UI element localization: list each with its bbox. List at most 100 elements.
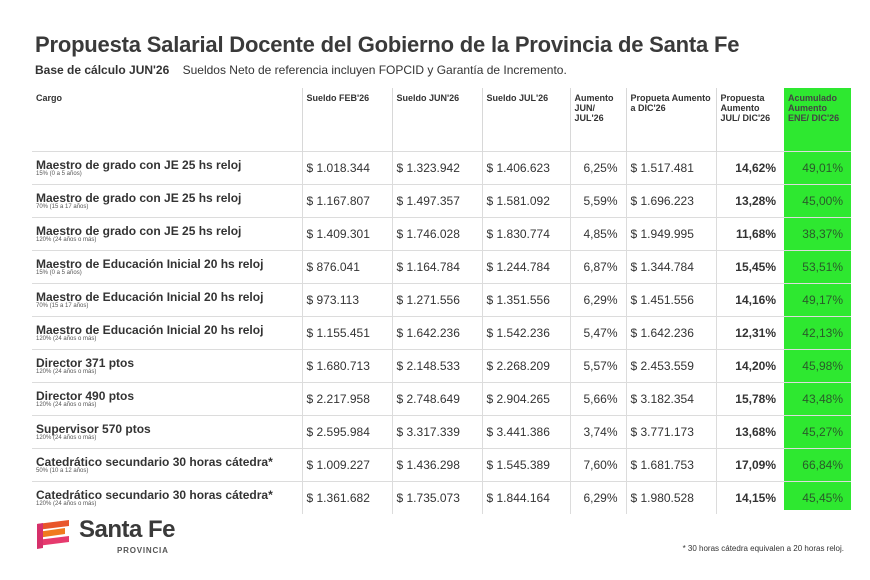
aumento-jun-jul-cell: 6,87% — [569, 250, 626, 284]
page-subtitle: Base de cálculo JUN'26 Sueldos Neto de r… — [35, 63, 567, 77]
cargo-name: Maestro de Educación Inicial 20 hs reloj — [36, 256, 264, 271]
propuesta-dic-cell: $ 1.980.528 — [625, 481, 716, 514]
propuesta-aumento-cell: 17,09% — [715, 448, 784, 482]
aumento-jun-jul-cell: 6,29% — [569, 481, 626, 514]
cargo-name: Maestro de grado con JE 25 hs reloj — [36, 190, 242, 205]
sueldo-jul-cell: $ 1.581.092 — [481, 184, 570, 218]
sueldo-jun-cell: $ 1.642.236 — [391, 316, 482, 350]
cargo-name: Maestro de grado con JE 25 hs reloj — [36, 157, 242, 172]
cargo-name: Director 490 ptos — [36, 388, 135, 403]
logo-name: Santa Fe — [79, 516, 176, 543]
propuesta-dic-cell: $ 2.453.559 — [625, 349, 716, 383]
propuesta-dic-cell: $ 3.771.173 — [625, 415, 716, 449]
sueldo-jul-cell: $ 2.904.265 — [481, 382, 570, 416]
page-title: Propuesta Salarial Docente del Gobierno … — [35, 32, 740, 57]
sueldo-jul-cell: $ 1.844.164 — [481, 481, 570, 514]
table-row: Maestro de grado con JE 25 hs reloj 120% … — [32, 217, 851, 251]
sueldo-feb-cell: $ 876.041 — [301, 250, 392, 284]
sueldo-feb-cell: $ 2.595.984 — [301, 415, 392, 449]
propuesta-dic-cell: $ 1.517.481 — [625, 151, 716, 185]
table-row: Supervisor 570 ptos 120% (24 años o más) $… — [32, 415, 851, 449]
acumulado-cell: 38,37% — [784, 217, 851, 251]
propuesta-dic-cell: $ 1.681.753 — [625, 448, 716, 482]
sueldo-jul-cell: $ 1.406.623 — [481, 151, 570, 185]
sueldo-jul-cell: $ 1.351.556 — [481, 283, 570, 317]
cargo-name: Catedrático secundario 30 horas cátedra* — [36, 487, 273, 502]
sueldo-jul-cell: $ 1.542.236 — [481, 316, 570, 350]
propuesta-aumento-cell: 12,31% — [715, 316, 784, 350]
column-header-cargo: Cargo — [36, 93, 63, 103]
sueldo-jun-cell: $ 1.735.073 — [391, 481, 482, 514]
sueldo-jun-cell: $ 1.164.784 — [391, 250, 482, 284]
column-header-sueldo-jun: Sueldo JUN'26 — [391, 88, 482, 152]
sueldo-jun-cell: $ 2.748.649 — [391, 382, 482, 416]
cargo-antiguedad: 15% (0 a 5 años) — [36, 170, 82, 177]
column-header-propuesta-aumento: Propuesta Aumento JUL/ DIC'26 — [715, 88, 784, 152]
cargo-name: Maestro de grado con JE 25 hs reloj — [36, 223, 242, 238]
propuesta-dic-cell: $ 1.344.784 — [625, 250, 716, 284]
column-header-acumulado: Acumulado Aumento ENE/ DIC'26 — [788, 93, 840, 123]
sueldo-feb-cell: $ 1.009.227 — [301, 448, 392, 482]
acumulado-cell: 45,27% — [784, 415, 851, 449]
cargo-antiguedad: 120% (24 años o más) — [36, 401, 97, 408]
propuesta-dic-cell: $ 1.642.236 — [625, 316, 716, 350]
santa-fe-logo: Santa Fe PROVINCIA — [35, 516, 235, 556]
table-row: Maestro de grado con JE 25 hs reloj 70% (… — [32, 184, 851, 218]
logo-subtitle: PROVINCIA — [117, 546, 169, 555]
acumulado-cell: 45,00% — [784, 184, 851, 218]
propuesta-dic-cell: $ 3.182.354 — [625, 382, 716, 416]
cargo-name: Supervisor 570 ptos — [36, 421, 151, 436]
cargo-cell: Director 490 ptos 120% (24 años o más) — [32, 382, 302, 416]
cargo-antiguedad: 120% (24 años o más) — [36, 236, 97, 243]
sueldo-jun-cell: $ 2.148.533 — [391, 349, 482, 383]
sueldo-jul-cell: $ 1.830.774 — [481, 217, 570, 251]
cargo-antiguedad: 15% (0 a 5 años) — [36, 269, 82, 276]
aumento-jun-jul-cell: 5,47% — [569, 316, 626, 350]
propuesta-dic-cell: $ 1.451.556 — [625, 283, 716, 317]
column-header-sueldo-feb: Sueldo FEB'26 — [301, 88, 392, 152]
sueldo-jun-cell: $ 1.436.298 — [391, 448, 482, 482]
table-row: Maestro de Educación Inicial 20 hs reloj… — [32, 316, 851, 350]
cargo-cell: Maestro de grado con JE 25 hs reloj 120% … — [32, 217, 302, 251]
table-row: Maestro de Educación Inicial 20 hs reloj… — [32, 250, 851, 284]
cargo-cell: Catedrático secundario 30 horas cátedra*… — [32, 481, 302, 514]
acumulado-cell: 49,17% — [784, 283, 851, 317]
sueldo-feb-cell: $ 973.113 — [301, 283, 392, 317]
cargo-cell: Maestro de grado con JE 25 hs reloj 70% (… — [32, 184, 302, 218]
propuesta-aumento-cell: 15,78% — [715, 382, 784, 416]
aumento-jun-jul-cell: 6,25% — [569, 151, 626, 185]
propuesta-aumento-cell: 11,68% — [715, 217, 784, 251]
table-row: Catedrático secundario 30 horas cátedra*… — [32, 481, 851, 514]
table-header-row: Cargo Sueldo FEB'26 Sueldo JUN'26 Sueldo… — [32, 88, 851, 152]
propuesta-aumento-cell: 14,20% — [715, 349, 784, 383]
table-row: Catedrático secundario 30 horas cátedra*… — [32, 448, 851, 482]
column-header-aumento-jun-jul: Aumento JUN/ JUL'26 — [569, 88, 626, 152]
cargo-antiguedad: 70% (15 a 17 años) — [36, 203, 89, 210]
sueldo-jun-cell: $ 1.323.942 — [391, 151, 482, 185]
propuesta-aumento-cell: 14,62% — [715, 151, 784, 185]
sueldo-jun-cell: $ 1.746.028 — [391, 217, 482, 251]
sueldo-jul-cell: $ 3.441.386 — [481, 415, 570, 449]
cargo-cell: Supervisor 570 ptos 120% (24 años o más) — [32, 415, 302, 449]
acumulado-cell: 45,45% — [784, 481, 851, 514]
aumento-jun-jul-cell: 6,29% — [569, 283, 626, 317]
propuesta-aumento-cell: 15,45% — [715, 250, 784, 284]
aumento-jun-jul-cell: 3,74% — [569, 415, 626, 449]
cargo-name: Catedrático secundario 30 horas cátedra* — [36, 454, 273, 469]
cargo-antiguedad: 120% (24 años o más) — [36, 500, 97, 507]
propuesta-aumento-cell: 14,16% — [715, 283, 784, 317]
sueldo-feb-cell: $ 1.409.301 — [301, 217, 392, 251]
santa-fe-logo-icon — [37, 520, 69, 549]
propuesta-aumento-cell: 13,68% — [715, 415, 784, 449]
cargo-antiguedad: 120% (24 años o más) — [36, 434, 97, 441]
sueldo-feb-cell: $ 1.018.344 — [301, 151, 392, 185]
acumulado-cell: 49,01% — [784, 151, 851, 185]
aumento-jun-jul-cell: 5,57% — [569, 349, 626, 383]
sueldo-jul-cell: $ 1.244.784 — [481, 250, 570, 284]
sueldo-jun-cell: $ 3.317.339 — [391, 415, 482, 449]
acumulado-cell: 42,13% — [784, 316, 851, 350]
sueldo-jun-cell: $ 1.497.357 — [391, 184, 482, 218]
cargo-antiguedad: 70% (15 a 17 años) — [36, 302, 89, 309]
cargo-name: Maestro de Educación Inicial 20 hs reloj — [36, 289, 264, 304]
sueldo-feb-cell: $ 1.167.807 — [301, 184, 392, 218]
